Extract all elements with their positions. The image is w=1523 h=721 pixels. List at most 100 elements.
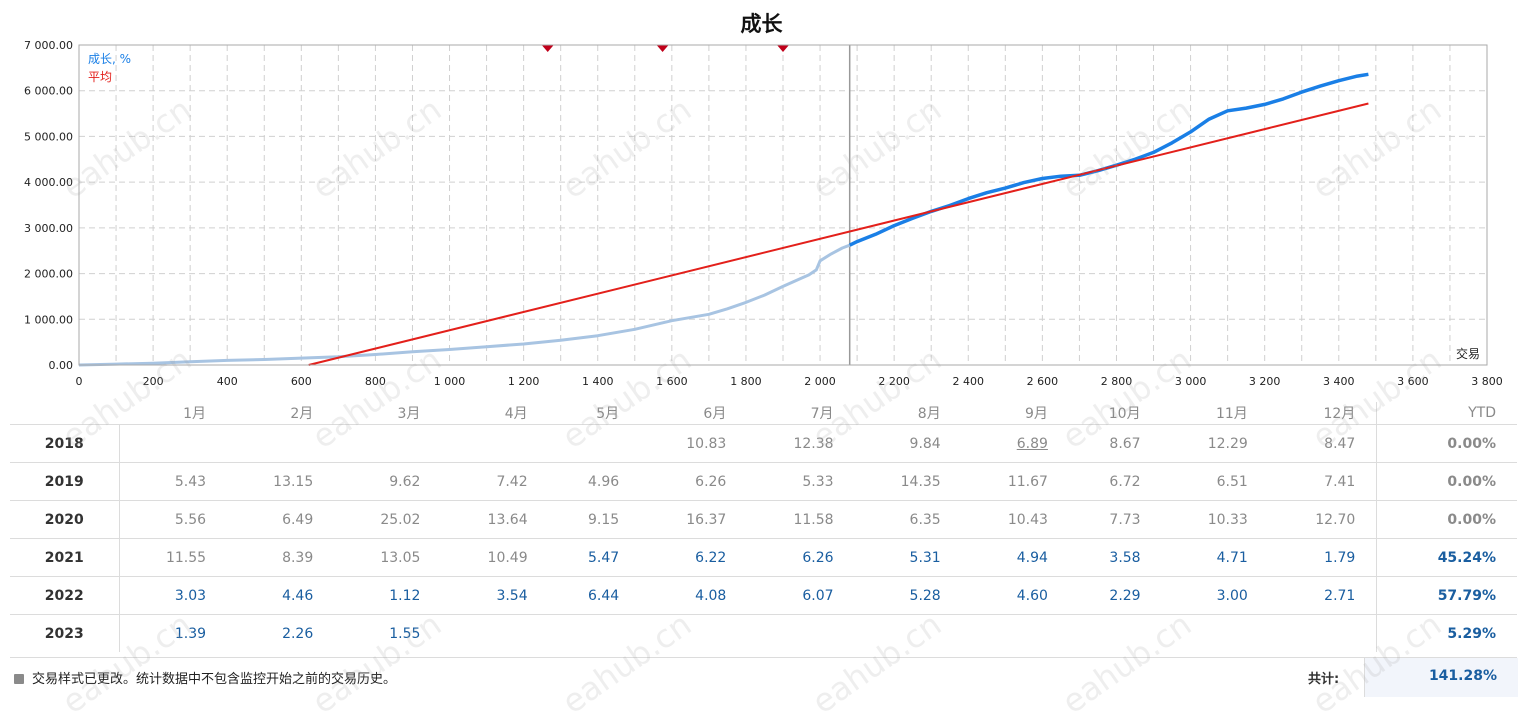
- growth-chart: 0.00 1 000.00 2 000.00 3 000.00 4 000.00 5 00…: [24, 39, 1503, 388]
- month-value-cell: 1.12: [334, 576, 442, 615]
- month-header: 1月: [183, 406, 207, 422]
- month-header: 6月: [703, 406, 727, 422]
- month-value-link[interactable]: 6.89: [1016, 435, 1048, 452]
- month-header: 2月: [290, 406, 314, 422]
- month-value-cell: 7.41: [1268, 462, 1377, 501]
- month-value-cell: 25.02: [334, 500, 442, 539]
- month-value-cell: 8.47: [1268, 424, 1377, 463]
- ytd-cell: 0.00%: [1376, 500, 1517, 539]
- x-tick-label: 1 600: [656, 375, 688, 388]
- growth-line: [848, 72, 1369, 247]
- x-tick-label: 2 600: [1027, 375, 1059, 388]
- x-tick-label: 3 400: [1323, 375, 1355, 388]
- month-header: 3月: [397, 406, 421, 422]
- month-value-cell: 6.07: [747, 576, 855, 615]
- month-value-cell: 16.37: [640, 500, 748, 539]
- average-line: [308, 102, 1369, 366]
- month-value-cell: [854, 614, 962, 652]
- year-cell: 2022: [10, 576, 120, 615]
- month-value-cell: [548, 614, 641, 652]
- month-value-cell: 1.39: [119, 614, 228, 652]
- footer-bar: 交易样式已更改。统计数据中不包含监控开始之前的交易历史。 共计: 141.28%: [10, 657, 1518, 698]
- month-value-cell: 1.79: [1268, 538, 1377, 577]
- ytd-cell: 0.00%: [1376, 462, 1517, 501]
- month-value-cell: 9.84: [854, 424, 962, 463]
- y-tick-label: 6 000.00: [24, 85, 73, 98]
- month-header: 4月: [504, 406, 528, 422]
- month-value-cell: [441, 424, 549, 463]
- year-cell: 2021: [10, 538, 120, 577]
- month-value-cell: 4.08: [640, 576, 748, 615]
- year-cell: 2019: [10, 462, 120, 501]
- table-row: 2018 10.83 12.38 9.84 6.89 8.67 12.29 8.47 0.00%: [10, 424, 1517, 463]
- grid-lines: [79, 45, 1487, 365]
- month-value-cell: 4.46: [227, 576, 335, 615]
- legend-growth: 成长, %: [88, 52, 131, 66]
- month-header: 9月: [1024, 406, 1048, 422]
- ytd-cell: 5.29%: [1376, 614, 1517, 652]
- x-tick-label: 2 200: [878, 375, 910, 388]
- table-header-row: 1月 2月 3月 4月 5月 6月 7月 8月 9月 10月 11月 12月 Y…: [10, 402, 1517, 425]
- month-value-cell: 3.03: [119, 576, 228, 615]
- x-tick-label: 2 400: [953, 375, 985, 388]
- table-row: 2021 11.55 8.39 13.05 10.49 5.47 6.22 6.26 5.31 4…: [10, 538, 1517, 577]
- total-value: 141.28%: [1428, 668, 1497, 684]
- y-tick-label: 4 000.00: [24, 176, 73, 189]
- ytd-cell: 0.00%: [1376, 424, 1517, 463]
- month-value-cell: 5.47: [548, 538, 641, 577]
- month-value-cell: 10.33: [1161, 500, 1269, 539]
- month-value-cell: [640, 614, 748, 652]
- month-value-cell: 9.15: [548, 500, 641, 539]
- growth-history-line: [78, 243, 851, 367]
- month-value-cell: 10.49: [441, 538, 549, 577]
- month-value-cell[interactable]: 6.89: [961, 424, 1069, 463]
- month-value-cell: 6.51: [1161, 462, 1269, 501]
- month-value-cell: 13.05: [334, 538, 442, 577]
- month-header: 12月: [1323, 406, 1356, 422]
- month-value-cell: 12.70: [1268, 500, 1377, 539]
- y-tick-label: 2 000.00: [24, 268, 73, 281]
- month-value-cell: 12.38: [747, 424, 855, 463]
- x-tick-label: 200: [143, 375, 164, 388]
- month-value-cell: [747, 614, 855, 652]
- event-marker: [777, 45, 789, 52]
- month-value-cell: 2.29: [1068, 576, 1162, 615]
- x-axis: 0 200 400 600 800 1 000 1 200 1 400 1 600 1 800 2 …: [76, 375, 1503, 388]
- month-value-cell: [1161, 614, 1269, 652]
- y-tick-label: 0.00: [49, 359, 74, 372]
- month-value-cell: 6.26: [640, 462, 748, 501]
- month-value-cell: 8.39: [227, 538, 335, 577]
- table-row: 2019 5.43 13.15 9.62 7.42 4.96 6.26 5.33 14.35 11…: [10, 462, 1517, 501]
- month-value-cell: 5.33: [747, 462, 855, 501]
- month-value-cell: [334, 424, 442, 463]
- x-tick-label: 3 200: [1249, 375, 1281, 388]
- x-tick-label: 3 600: [1397, 375, 1429, 388]
- x-tick-label: 2 000: [804, 375, 836, 388]
- month-value-cell: 10.83: [640, 424, 748, 463]
- month-value-cell: 1.55: [334, 614, 442, 652]
- month-value-cell: 2.71: [1268, 576, 1377, 615]
- total-cell: 141.28%: [1364, 658, 1518, 697]
- y-tick-label: 1 000.00: [24, 313, 73, 326]
- table-row: 2020 5.56 6.49 25.02 13.64 9.15 16.37 11.58 6.35…: [10, 500, 1517, 539]
- month-value-cell: 10.43: [961, 500, 1069, 539]
- month-header: 5月: [596, 406, 620, 422]
- month-value-cell: 7.42: [441, 462, 549, 501]
- month-header: 10月: [1108, 406, 1141, 422]
- series-lines: [78, 72, 1369, 367]
- month-value-cell: [548, 424, 641, 463]
- month-value-cell: 12.29: [1161, 424, 1269, 463]
- monthly-returns-table: 1月 2月 3月 4月 5月 6月 7月 8月 9月 10月 11月 12月 Y…: [10, 402, 1517, 652]
- total-label: 共计:: [1308, 672, 1340, 687]
- month-value-cell: 8.67: [1068, 424, 1162, 463]
- legend-average: 平均: [88, 70, 112, 84]
- info-icon: [14, 674, 24, 684]
- y-axis: 0.00 1 000.00 2 000.00 3 000.00 4 000.00 5 00…: [24, 39, 73, 372]
- month-value-cell: [1068, 614, 1162, 652]
- x-tick-label: 1 200: [508, 375, 540, 388]
- x-tick-label: 3 000: [1175, 375, 1207, 388]
- month-value-cell: 6.26: [747, 538, 855, 577]
- month-value-cell: [119, 424, 228, 463]
- month-value-cell: [1268, 614, 1377, 652]
- month-value-cell: [227, 424, 335, 463]
